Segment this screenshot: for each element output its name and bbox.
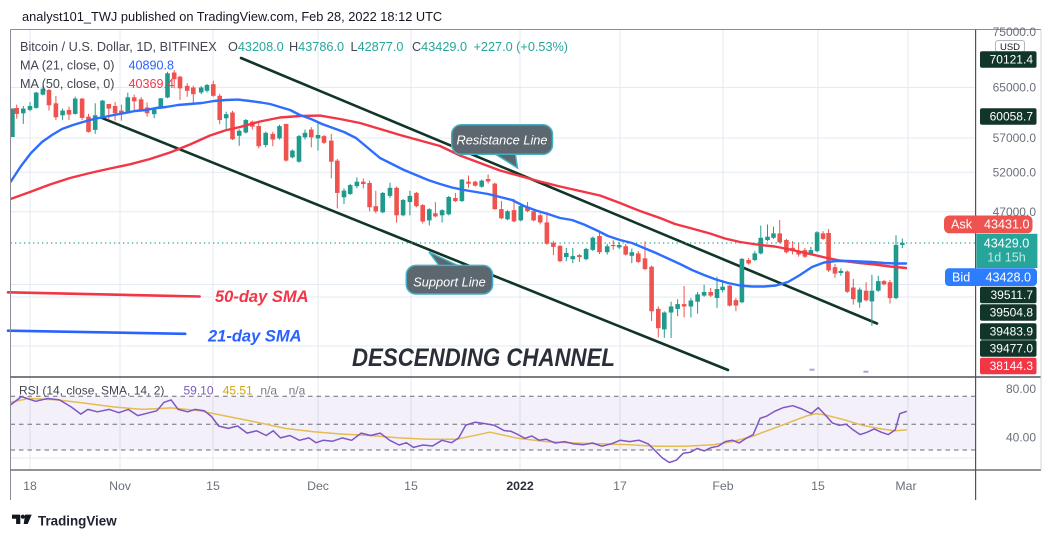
svg-text:75000.0: 75000.0 bbox=[993, 25, 1037, 39]
svg-text:52000.0: 52000.0 bbox=[993, 165, 1037, 179]
svg-text:17: 17 bbox=[613, 479, 627, 493]
svg-text:39483.9: 39483.9 bbox=[990, 325, 1034, 339]
svg-text:Dec: Dec bbox=[307, 479, 329, 493]
svg-text:50-day SMA: 50-day SMA bbox=[215, 288, 309, 306]
svg-text:Bid: Bid bbox=[952, 271, 970, 285]
svg-text:Resistance Line: Resistance Line bbox=[456, 132, 547, 147]
svg-text:15: 15 bbox=[811, 479, 825, 493]
svg-text:MA (50, close, 0)40369.4: MA (50, close, 0) 40369.4 bbox=[20, 77, 174, 91]
svg-text:analyst101_TWJ published on Tr: analyst101_TWJ published on TradingView.… bbox=[22, 9, 442, 24]
svg-text:MA (21, close, 0)40890.8: MA (21, close, 0) 40890.8 bbox=[20, 59, 174, 73]
svg-text:Ask: Ask bbox=[951, 218, 973, 232]
svg-text:2022: 2022 bbox=[506, 479, 534, 493]
svg-text:43429.0: 43429.0 bbox=[984, 236, 1030, 250]
svg-text:57000.0: 57000.0 bbox=[993, 131, 1037, 145]
svg-text:80.00: 80.00 bbox=[1006, 382, 1036, 396]
svg-text:USD: USD bbox=[1000, 42, 1020, 53]
svg-text:Bitcoin / U.S. Dollar, 1D, BIT: Bitcoin / U.S. Dollar, 1D, BITFINEX O4320… bbox=[20, 40, 568, 54]
svg-text:TradingView: TradingView bbox=[38, 514, 117, 529]
svg-text:38144.3: 38144.3 bbox=[990, 359, 1034, 373]
svg-text:18: 18 bbox=[23, 479, 37, 493]
svg-text:1d 15h: 1d 15h bbox=[987, 251, 1026, 265]
svg-text:RSI (14, close, SMA, 14, 2)59.: RSI (14, close, SMA, 14, 2) 59.10 45.51 n/a… bbox=[19, 384, 306, 398]
svg-text:60058.7: 60058.7 bbox=[990, 110, 1034, 124]
svg-text:15: 15 bbox=[404, 479, 418, 493]
svg-text:Support Line: Support Line bbox=[413, 274, 486, 289]
svg-text:70121.4: 70121.4 bbox=[990, 53, 1034, 67]
svg-text:Mar: Mar bbox=[895, 479, 916, 493]
svg-text:43431.0: 43431.0 bbox=[984, 218, 1030, 232]
svg-text:Nov: Nov bbox=[109, 479, 132, 493]
svg-text:15: 15 bbox=[206, 479, 220, 493]
svg-text:47000.0: 47000.0 bbox=[993, 205, 1037, 219]
svg-text:Feb: Feb bbox=[712, 479, 733, 493]
svg-text:39504.8: 39504.8 bbox=[990, 306, 1034, 320]
svg-text:39477.0: 39477.0 bbox=[990, 342, 1034, 356]
svg-text:39511.7: 39511.7 bbox=[991, 288, 1034, 302]
svg-text:21-day SMA: 21-day SMA bbox=[207, 328, 302, 346]
svg-text:65000.0: 65000.0 bbox=[993, 81, 1037, 95]
svg-text:43428.0: 43428.0 bbox=[985, 271, 1031, 285]
svg-text:40.00: 40.00 bbox=[1006, 431, 1036, 445]
svg-text:DESCENDING CHANNEL: DESCENDING CHANNEL bbox=[352, 344, 615, 372]
